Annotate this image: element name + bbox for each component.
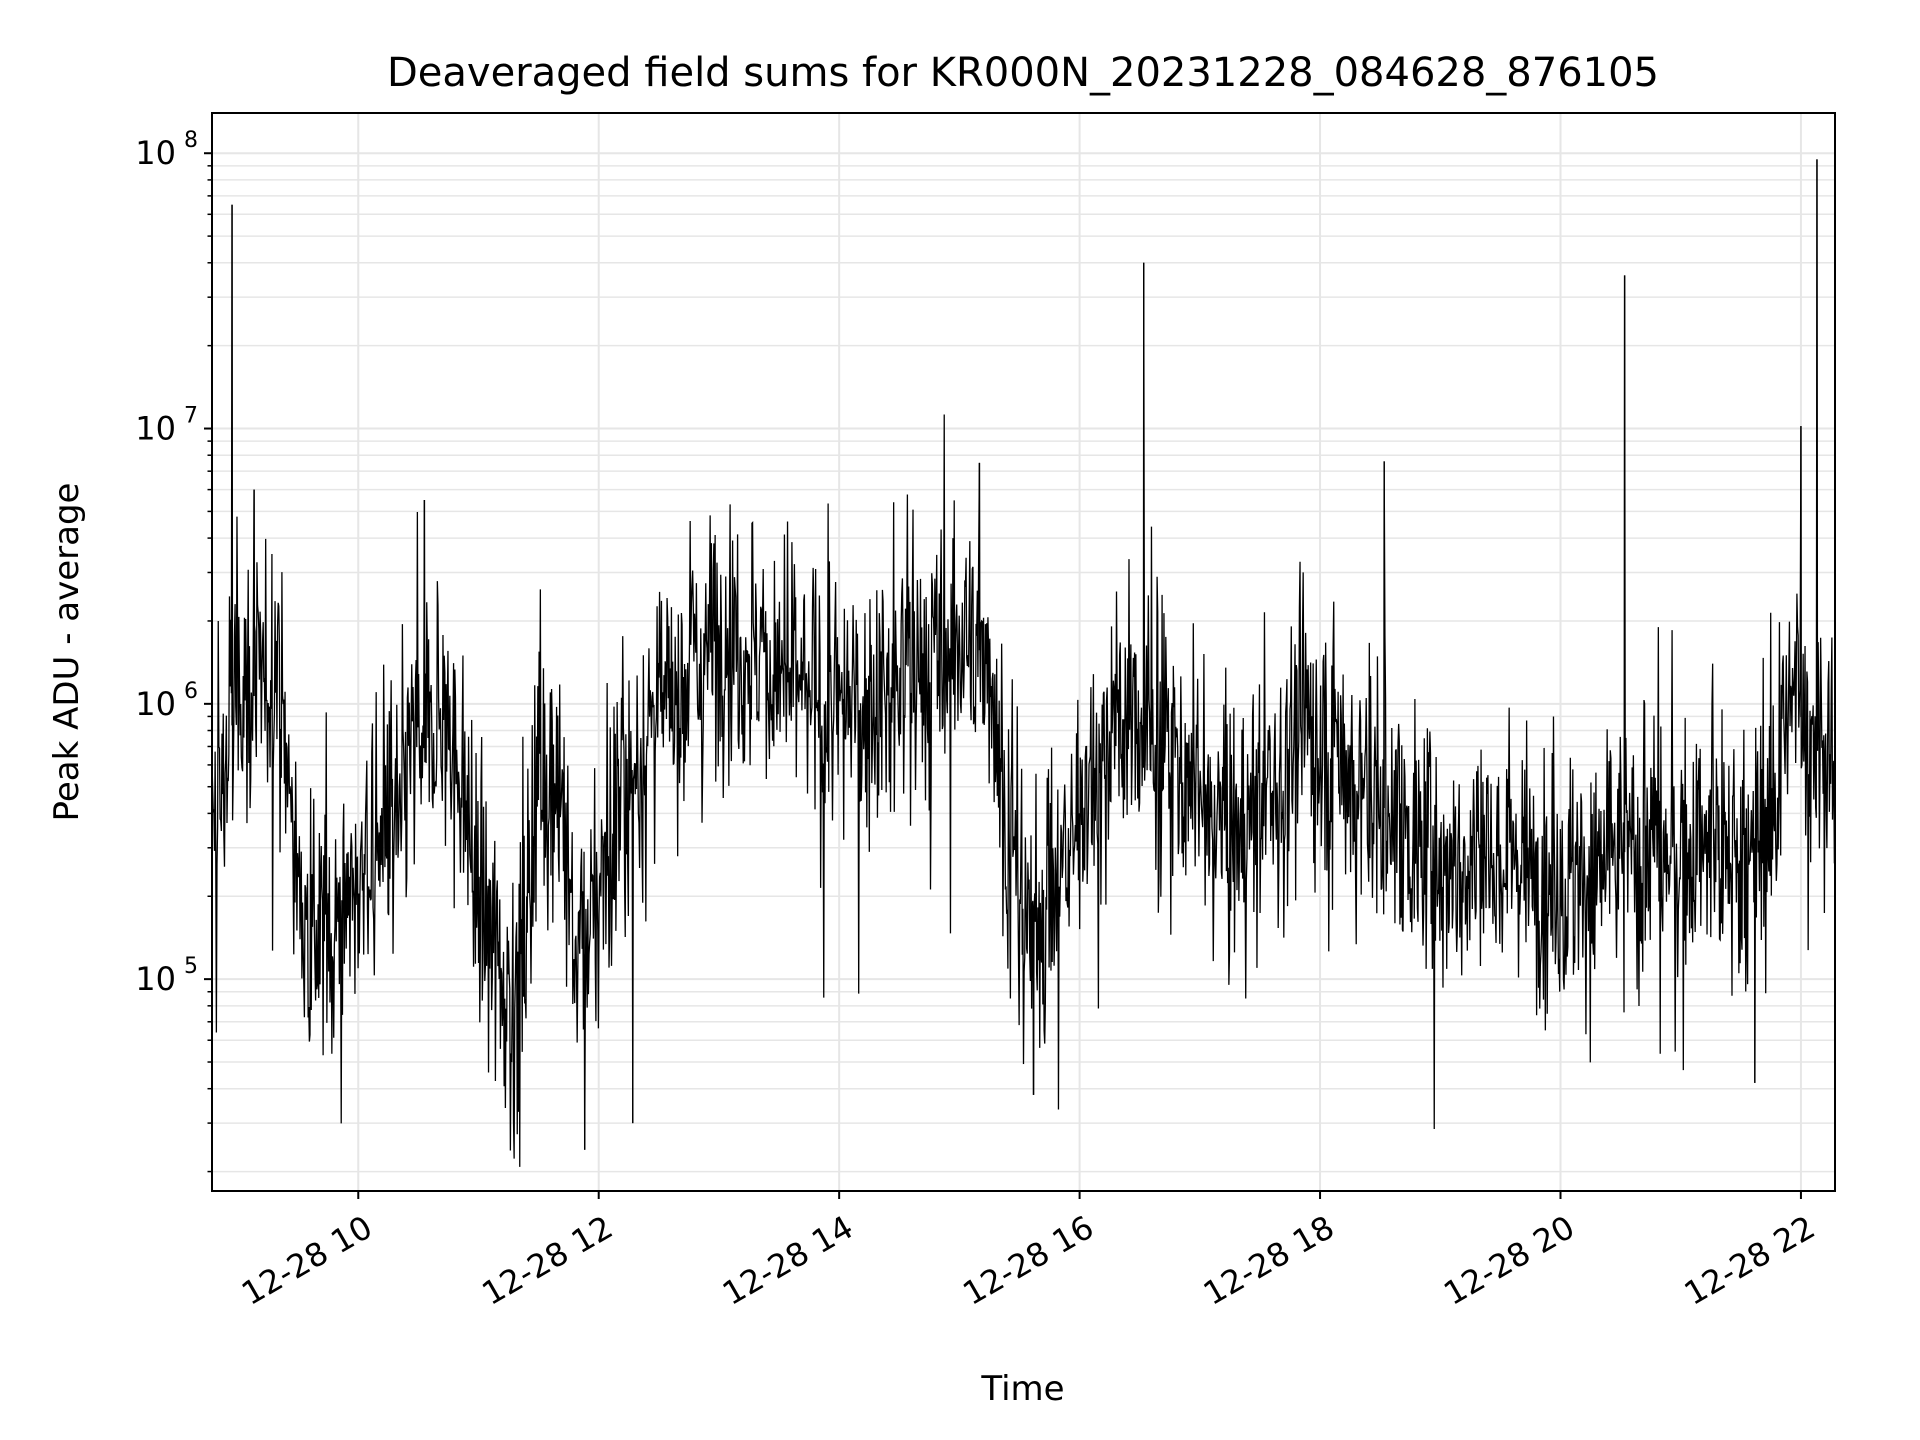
y-tick-label: 10 (135, 134, 176, 172)
y-tick-label: 10 (135, 960, 176, 998)
series-layer (212, 159, 1835, 1167)
series-line (212, 159, 1835, 1167)
y-tick-base: 10 (135, 410, 176, 448)
y-tick-label: 10 (135, 410, 176, 448)
x-axis-label: Time (980, 1369, 1064, 1409)
y-tick-base: 10 (135, 960, 176, 998)
y-axis-label: Peak ADU - average (47, 483, 87, 822)
plot-frame (211, 112, 1836, 1192)
y-tick-base: 10 (135, 685, 176, 723)
y-tick-exponent: 8 (184, 128, 198, 153)
y-tick-label: 10 (135, 685, 176, 723)
y-tick-base: 10 (135, 134, 176, 172)
y-tick-exponent: 6 (184, 679, 198, 704)
y-tick-exponent: 7 (184, 404, 198, 429)
chart-title: Deaveraged field sums for KR000N_2023122… (387, 50, 1659, 96)
y-tick-exponent: 5 (184, 954, 198, 979)
